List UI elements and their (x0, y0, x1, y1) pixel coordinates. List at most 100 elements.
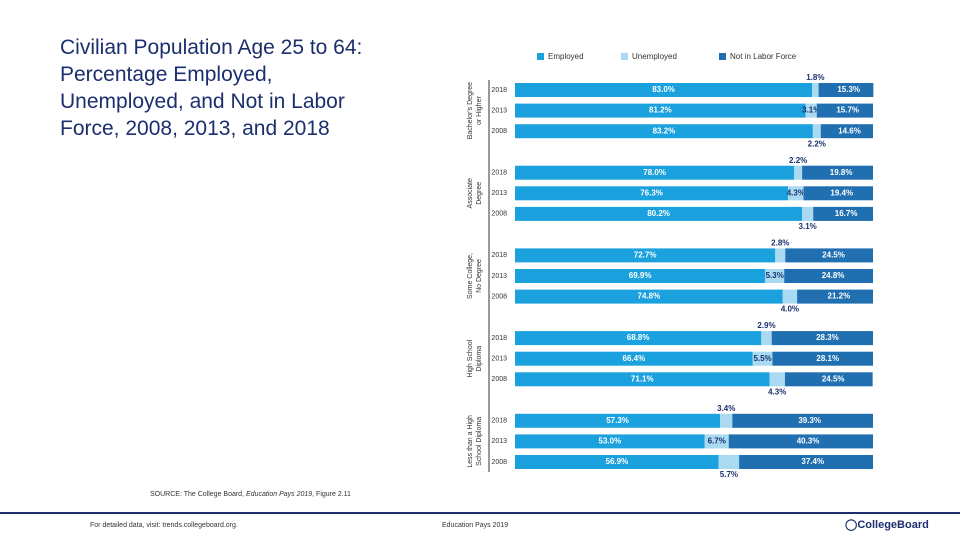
group-label: Associate (467, 178, 474, 208)
y-tick-label: 2008 (491, 376, 507, 383)
legend-swatch (719, 53, 726, 60)
bar-segment (803, 186, 873, 201)
value-label: 28.1% (816, 354, 839, 363)
value-label: 53.0% (599, 437, 622, 446)
y-tick-label: 2013 (491, 273, 507, 280)
footer-center: Education Pays 2019 (442, 522, 509, 529)
legend-swatch (621, 53, 628, 60)
y-tick-label: 2018 (491, 335, 507, 342)
bar-segment (515, 413, 721, 428)
y-tick-label: 2008 (491, 211, 507, 218)
value-label: 4.3% (787, 188, 805, 197)
bar-segment (769, 372, 785, 387)
bar-segment (515, 269, 766, 283)
value-label: 68.8% (627, 333, 650, 342)
bar-segment (775, 248, 786, 263)
group-label: Bachelor's Degree (467, 82, 474, 139)
group-label: Less than a High (467, 415, 474, 468)
slide-title: Civilian Population Age 25 to 64: Percen… (60, 36, 363, 140)
value-label: 81.2% (649, 106, 672, 115)
value-label: 24.5% (822, 374, 845, 383)
value-label: 2.2% (808, 139, 826, 148)
y-tick-label: 2018 (491, 252, 507, 259)
bar-segment (515, 206, 803, 221)
bar-segment (820, 124, 873, 139)
bar-segment (515, 331, 762, 346)
value-label: 3.1% (799, 222, 817, 231)
bar-segment (752, 351, 773, 366)
value-label: 56.9% (606, 457, 629, 466)
bar-segment (732, 413, 873, 428)
y-tick-label: 2013 (491, 356, 507, 363)
value-label: 16.7% (835, 209, 858, 218)
bar-segment (805, 103, 817, 118)
value-label: 80.2% (647, 209, 670, 218)
value-label: 2.9% (757, 321, 775, 330)
bar-segment (788, 186, 804, 201)
value-label: 4.0% (781, 305, 799, 314)
bar-segment (818, 83, 874, 97)
bar-segment (515, 103, 806, 118)
value-label: 21.2% (828, 292, 851, 301)
value-label: 2.2% (789, 156, 807, 165)
value-label: 39.3% (798, 416, 821, 425)
bar-segment (515, 83, 813, 97)
y-tick-label: 2018 (491, 418, 507, 425)
bar-segment (761, 331, 772, 346)
value-label: 83.2% (653, 126, 676, 135)
bar-segment (802, 165, 873, 180)
value-label: 14.6% (838, 126, 861, 135)
bar-segment (515, 165, 795, 180)
value-label: 5.7% (720, 470, 738, 479)
value-label: 69.9% (629, 271, 652, 280)
bar-segment (802, 206, 814, 221)
legend-label: Not in Labor Force (730, 52, 797, 61)
bar-segment (771, 331, 873, 346)
value-label: 71.1% (631, 374, 654, 383)
value-label: 78.0% (643, 168, 666, 177)
bar-segment (813, 206, 873, 221)
bar-segment (765, 269, 785, 283)
bar-segment (515, 186, 789, 201)
bar-segment (720, 413, 733, 428)
logo: ◯CollegeBoard (845, 519, 929, 531)
source-italic: Education Pays 2019 (245, 491, 313, 498)
source-prefix: SOURCE: The College Board, (150, 491, 245, 498)
group-label: No Degree (476, 259, 483, 293)
bar-segment (794, 165, 803, 180)
value-label: 19.4% (830, 188, 853, 197)
bar-segment (515, 351, 753, 366)
bar-segment (812, 83, 819, 97)
value-label: 6.7% (708, 437, 726, 446)
bar-segment (816, 103, 873, 118)
bar-segment (782, 289, 798, 304)
y-tick-label: 2013 (491, 438, 507, 445)
value-label: 15.7% (836, 106, 859, 115)
value-label: 37.4% (801, 457, 824, 466)
bar-segment (784, 372, 873, 387)
value-label: 2.8% (771, 239, 789, 248)
bar-segment (718, 455, 740, 469)
group-label: Some College, (467, 253, 474, 299)
value-label: 76.3% (640, 188, 663, 197)
value-label: 74.8% (638, 292, 661, 301)
value-label: 24.8% (822, 271, 845, 280)
value-label: 24.5% (822, 251, 845, 260)
value-label: 1.8% (806, 73, 824, 82)
value-label: 3.4% (717, 404, 735, 413)
bar-segment (515, 124, 813, 139)
value-label: 83.0% (652, 85, 675, 94)
y-tick-label: 2013 (491, 190, 507, 197)
bar-segment (785, 248, 873, 263)
bar-segment (704, 434, 729, 449)
bar-segment (739, 455, 873, 469)
bar-segment (515, 372, 770, 387)
y-tick-label: 2008 (491, 459, 507, 466)
value-label: 72.7% (634, 251, 657, 260)
bar-segment (728, 434, 873, 449)
value-label: 57.3% (606, 416, 629, 425)
y-tick-label: 2018 (491, 170, 507, 177)
value-label: 40.3% (797, 437, 820, 446)
